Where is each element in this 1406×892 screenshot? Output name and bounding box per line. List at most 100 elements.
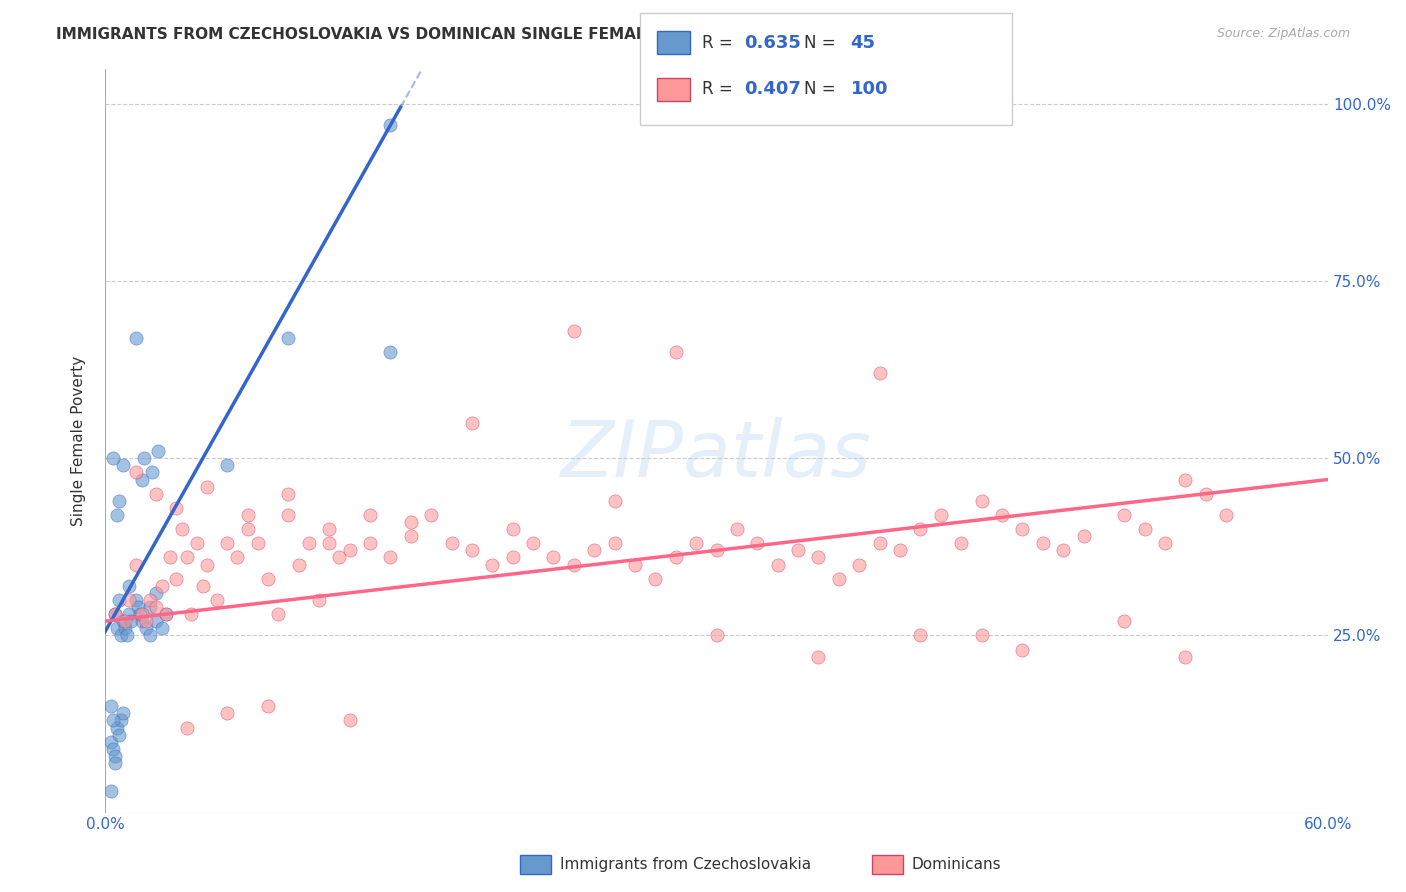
- Point: [1154, 536, 1177, 550]
- Point: [139, 600, 162, 615]
- Point: [308, 593, 330, 607]
- Point: [1114, 614, 1136, 628]
- Text: IMMIGRANTS FROM CZECHOSLOVAKIA VS DOMINICAN SINGLE FEMALE POVERTY CORRELATION CH: IMMIGRANTS FROM CZECHOSLOVAKIA VS DOMINI…: [56, 27, 928, 42]
- Point: [848, 558, 870, 572]
- Point: [150, 621, 173, 635]
- Point: [929, 508, 952, 522]
- Point: [1073, 529, 1095, 543]
- Point: [180, 607, 202, 621]
- Point: [991, 508, 1014, 522]
- Point: [121, 614, 143, 628]
- Point: [807, 550, 830, 565]
- Point: [522, 536, 544, 550]
- Point: [380, 118, 402, 132]
- Point: [603, 493, 626, 508]
- Point: [706, 543, 728, 558]
- Point: [910, 522, 932, 536]
- Point: [131, 607, 153, 621]
- Point: [145, 600, 167, 615]
- Point: [141, 466, 163, 480]
- Point: [624, 558, 647, 572]
- Point: [562, 558, 585, 572]
- Point: [108, 593, 131, 607]
- Point: [267, 607, 290, 621]
- Point: [124, 593, 146, 607]
- Point: [359, 536, 381, 550]
- Point: [108, 728, 131, 742]
- Point: [562, 324, 585, 338]
- Point: [665, 550, 688, 565]
- Point: [118, 579, 141, 593]
- Point: [101, 451, 124, 466]
- Text: 0.635: 0.635: [744, 34, 800, 52]
- Point: [112, 614, 135, 628]
- Point: [145, 586, 167, 600]
- Point: [172, 522, 194, 536]
- Point: [1052, 543, 1074, 558]
- Point: [165, 572, 187, 586]
- Point: [236, 522, 259, 536]
- Point: [105, 721, 128, 735]
- Point: [787, 543, 810, 558]
- Point: [139, 593, 162, 607]
- Point: [869, 536, 891, 550]
- Point: [665, 345, 688, 359]
- Point: [481, 558, 503, 572]
- Text: N =: N =: [804, 80, 841, 98]
- Point: [1174, 649, 1197, 664]
- Point: [191, 579, 214, 593]
- Point: [135, 621, 157, 635]
- Text: 100: 100: [851, 80, 889, 98]
- Point: [114, 614, 136, 628]
- Point: [543, 550, 565, 565]
- Point: [828, 572, 851, 586]
- Text: 0.407: 0.407: [744, 80, 800, 98]
- Point: [217, 458, 239, 473]
- Point: [1195, 486, 1218, 500]
- Point: [1032, 536, 1054, 550]
- Point: [583, 543, 606, 558]
- Point: [380, 550, 402, 565]
- Point: [127, 600, 149, 615]
- Point: [217, 536, 239, 550]
- Point: [118, 593, 141, 607]
- Point: [359, 508, 381, 522]
- Point: [889, 543, 911, 558]
- Point: [105, 508, 128, 522]
- Point: [1215, 508, 1237, 522]
- Point: [807, 649, 830, 664]
- Point: [131, 473, 153, 487]
- Text: R =: R =: [702, 80, 738, 98]
- Point: [100, 734, 122, 748]
- Point: [176, 550, 198, 565]
- Point: [124, 558, 146, 572]
- Point: [339, 543, 361, 558]
- Point: [318, 522, 340, 536]
- Text: 45: 45: [851, 34, 876, 52]
- Point: [124, 331, 146, 345]
- Point: [145, 614, 167, 628]
- Point: [217, 706, 239, 721]
- Text: R =: R =: [702, 34, 738, 52]
- Point: [339, 714, 361, 728]
- Point: [298, 536, 321, 550]
- Point: [104, 607, 127, 621]
- Point: [277, 508, 299, 522]
- Point: [644, 572, 666, 586]
- Point: [236, 508, 259, 522]
- Point: [461, 543, 484, 558]
- Point: [328, 550, 350, 565]
- Text: N =: N =: [804, 34, 841, 52]
- Text: Source: ZipAtlas.com: Source: ZipAtlas.com: [1216, 27, 1350, 40]
- Point: [287, 558, 309, 572]
- Point: [104, 607, 127, 621]
- Point: [110, 628, 132, 642]
- Point: [205, 593, 228, 607]
- Point: [246, 536, 269, 550]
- Point: [195, 558, 218, 572]
- Point: [1174, 473, 1197, 487]
- Point: [108, 493, 131, 508]
- Point: [318, 536, 340, 550]
- Point: [114, 621, 136, 635]
- Point: [399, 529, 422, 543]
